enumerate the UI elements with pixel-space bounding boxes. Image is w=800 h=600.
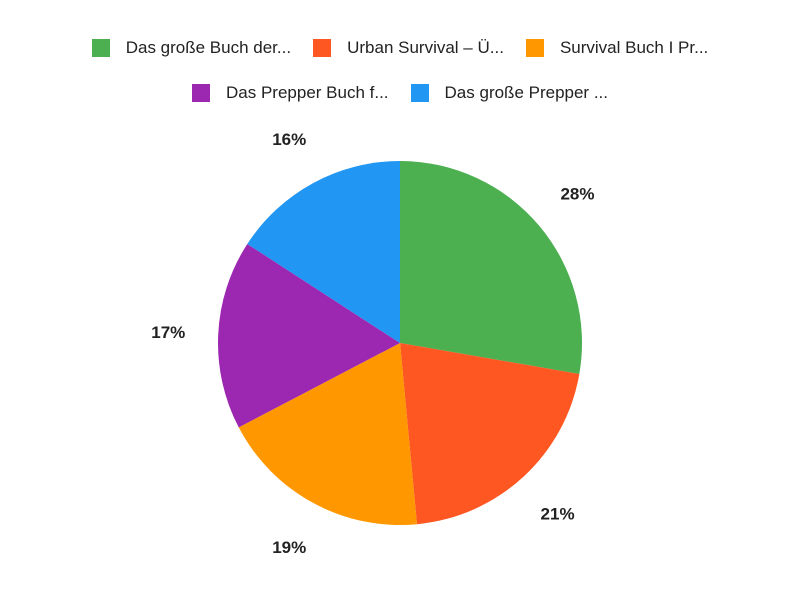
legend-swatch bbox=[410, 84, 429, 102]
legend-swatch bbox=[525, 39, 544, 57]
legend-item[interactable]: Survival Buch I Pr... bbox=[525, 38, 709, 58]
legend-label: Das große Prepper ... bbox=[444, 83, 608, 102]
legend-label: Das Prepper Buch f... bbox=[226, 83, 389, 102]
legend-swatch bbox=[313, 39, 332, 57]
legend-label: Urban Survival – Ü... bbox=[347, 38, 504, 57]
pie-slice[interactable] bbox=[400, 161, 582, 374]
slice-percent-label: 16% bbox=[272, 130, 306, 149]
legend-label: Das große Buch der... bbox=[125, 38, 292, 57]
pie-slice[interactable] bbox=[400, 343, 580, 525]
legend-item[interactable]: Das große Buch der... bbox=[91, 38, 292, 58]
slice-percent-label: 21% bbox=[541, 504, 575, 523]
pie-slice[interactable] bbox=[247, 161, 400, 343]
legend-label: Survival Buch I Pr... bbox=[559, 38, 709, 57]
slice-percent-label: 19% bbox=[272, 538, 306, 557]
legend-item[interactable]: Urban Survival – Ü... bbox=[313, 38, 504, 58]
slice-percent-label: 28% bbox=[560, 185, 594, 204]
pie-slice[interactable] bbox=[217, 243, 400, 428]
legend-item[interactable]: Das Prepper Buch f... bbox=[192, 83, 389, 103]
legend-row-2: Das Prepper Buch f... Das große Prepper .… bbox=[0, 83, 800, 103]
slice-percent-label: 17% bbox=[151, 323, 185, 342]
legend-row-1: Das große Buch der... Urban Survival – Ü.… bbox=[0, 38, 800, 58]
pie-slice[interactable] bbox=[238, 343, 417, 525]
legend-item[interactable]: Das große Prepper ... bbox=[410, 83, 608, 103]
legend-swatch bbox=[91, 39, 110, 57]
legend-swatch bbox=[192, 84, 210, 102]
